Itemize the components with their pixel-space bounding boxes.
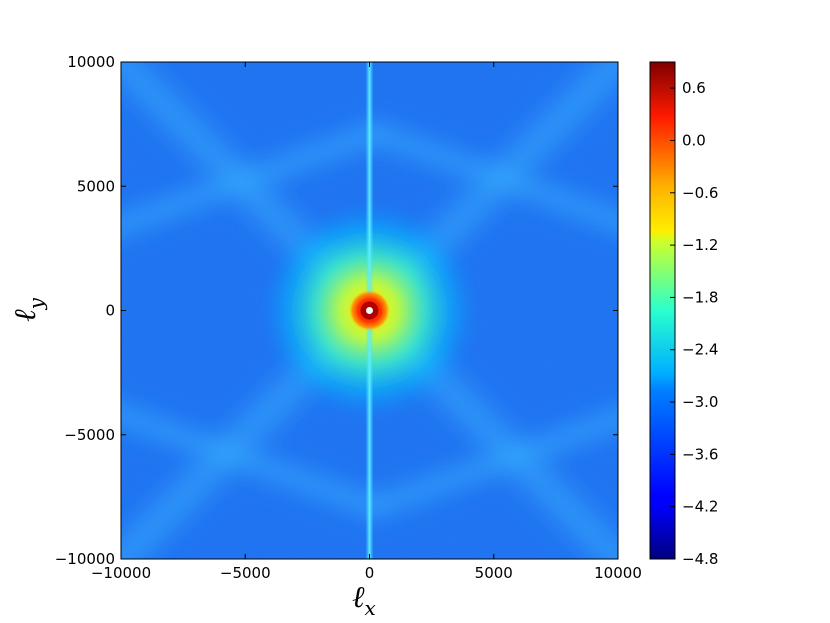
- y-tick-label: 0: [105, 302, 115, 320]
- colorbar-tick-label: −1.2: [682, 236, 718, 254]
- x-tick-label: −10000: [91, 564, 151, 582]
- colorbar: 0.6 0.0 −0.6 −1.2 −1.8 −2.4 −3.0 −3.6 −4.2 −4.8: [649, 61, 718, 568]
- x-tick-label: 10000: [594, 564, 642, 582]
- colorbar-tick-label: −4.8: [682, 550, 718, 568]
- heatmap: [121, 62, 618, 559]
- colorbar-tick-label: −4.2: [682, 498, 718, 516]
- colorbar-tick-label: −2.4: [682, 341, 718, 359]
- x-tick-label: −5000: [220, 564, 271, 582]
- x-tick-label: 0: [365, 564, 375, 582]
- y-tick-label: 10000: [67, 53, 115, 71]
- svg-text:ℓy: ℓy: [8, 297, 48, 322]
- x-axis-label-sub: x: [365, 596, 376, 620]
- colorbar-tick-label: −1.8: [682, 288, 718, 306]
- center-hole: [366, 307, 373, 314]
- colorbar-tick-label: 0.6: [682, 79, 706, 97]
- y-axis-label: ℓy: [8, 297, 48, 322]
- y-tick-label: −5000: [64, 426, 115, 444]
- x-axis-ticks: −10000 −5000 0 5000 10000: [91, 62, 642, 582]
- colorbar-tick-label: −3.6: [682, 445, 718, 463]
- y-axis-ticks: −10000 −5000 0 5000 10000: [55, 53, 618, 568]
- x-axis-label-main: ℓ: [352, 580, 365, 615]
- colorbar-tick-label: −0.6: [682, 184, 718, 202]
- y-tick-label: 5000: [77, 177, 115, 195]
- y-axis-label-main: ℓ: [8, 309, 43, 322]
- x-tick-label: 5000: [475, 564, 513, 582]
- colorbar-gradient: [649, 61, 676, 560]
- y-tick-label: −10000: [55, 550, 115, 568]
- colorbar-tick-label: 0.0: [682, 131, 706, 149]
- colorbar-tick-label: −3.0: [682, 393, 718, 411]
- y-axis-label-sub: y: [24, 297, 48, 310]
- colorbar-ticks: 0.6 0.0 −0.6 −1.2 −1.8 −2.4 −3.0 −3.6 −4.2 −4.8: [670, 79, 718, 568]
- x-axis-label: ℓx: [352, 580, 376, 620]
